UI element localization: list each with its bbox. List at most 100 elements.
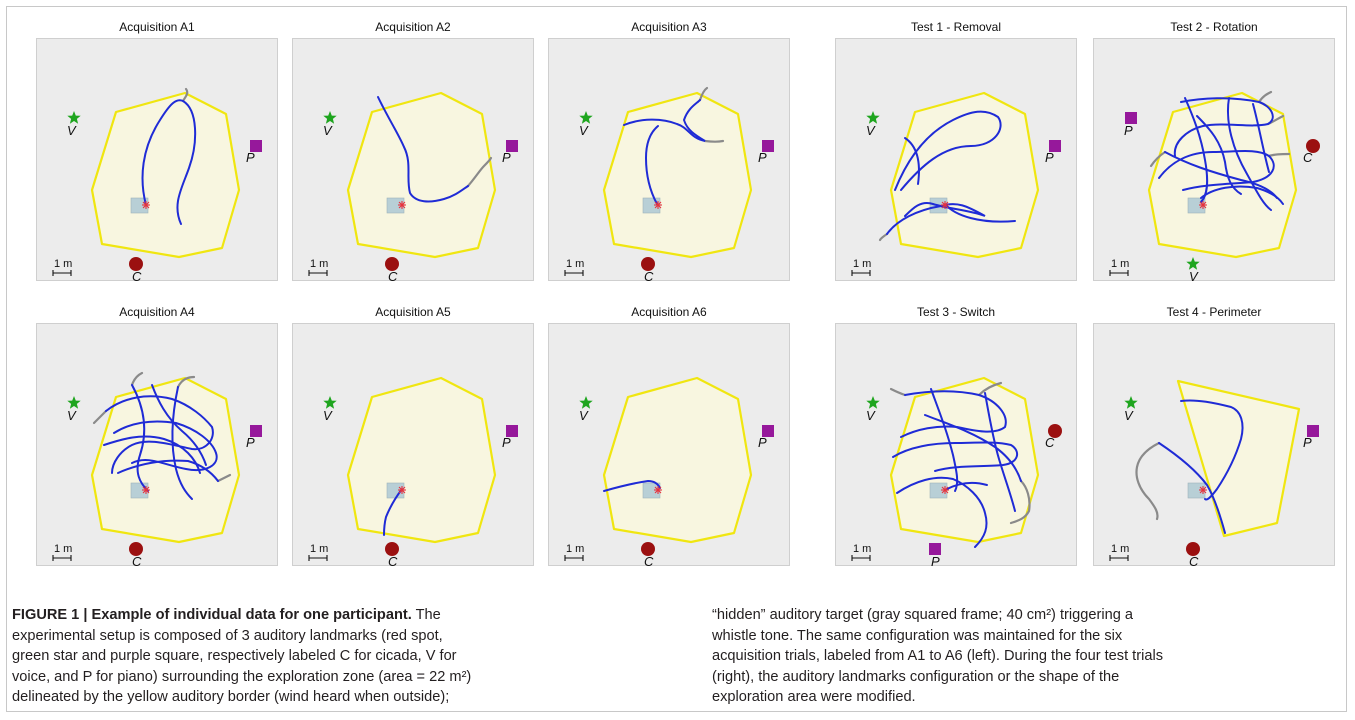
trajectory-panel: Acquisition A3 V P C 1 m xyxy=(548,20,790,282)
trajectory-plot: V C P 1 m xyxy=(835,323,1077,566)
outside-path xyxy=(1257,90,1273,104)
landmark-label: C xyxy=(388,554,398,566)
trajectory-panel: Test 1 - Removal V P 1 m xyxy=(835,20,1077,282)
outside-path xyxy=(181,87,189,103)
landmark-label: C xyxy=(644,554,654,566)
trajectory-path xyxy=(103,435,201,474)
trajectory-path xyxy=(944,203,1016,223)
caption-right-column: “hidden” auditory target (gray squared f… xyxy=(712,605,1352,708)
start-asterisk-icon xyxy=(142,486,150,494)
trajectory-plot: V P C 1 m xyxy=(36,38,278,281)
trajectory-path xyxy=(141,99,197,225)
landmark-label: P xyxy=(502,150,511,165)
scale-bar: 1 m xyxy=(308,258,328,276)
trajectory-plot: V P C 1 m xyxy=(548,323,790,566)
piano-landmark-square-icon xyxy=(1049,140,1061,152)
start-asterisk-icon xyxy=(1199,486,1207,494)
scale-label: 1 m xyxy=(853,543,871,555)
scale-bar: 1 m xyxy=(1109,258,1129,276)
panel-title: Acquisition A4 xyxy=(119,305,195,319)
scale-bar: 1 m xyxy=(1109,543,1129,561)
scale-bar: 1 m xyxy=(308,543,328,561)
trajectory-panel: Acquisition A1 V P C 1 m xyxy=(36,20,278,282)
trajectory-path xyxy=(603,479,661,492)
landmark-label: C xyxy=(388,269,398,281)
outside-path xyxy=(466,156,493,188)
panel-title: Acquisition A6 xyxy=(631,305,707,319)
piano-landmark-square-icon xyxy=(506,140,518,152)
caption-line: FIGURE 1 | Example of individual data fo… xyxy=(12,605,672,626)
scale-label: 1 m xyxy=(54,543,72,555)
trajectory-path xyxy=(151,384,207,466)
trajectory-plot: V P C 1 m xyxy=(292,323,534,566)
landmark-label: V xyxy=(579,123,589,138)
scale-bar: 1 m xyxy=(52,258,72,276)
outside-path xyxy=(977,381,1003,397)
panel-title: Acquisition A2 xyxy=(375,20,451,34)
scale-label: 1 m xyxy=(853,258,871,270)
trajectory-plot: V P C 1 m xyxy=(548,38,790,281)
scale-bar: 1 m xyxy=(851,258,871,276)
scale-label: 1 m xyxy=(54,258,72,270)
piano-landmark-square-icon xyxy=(250,140,262,152)
cicada-landmark-circle-icon xyxy=(129,542,143,556)
trajectory-plot: V P C 1 m xyxy=(36,323,278,566)
trajectory-path xyxy=(131,384,149,492)
start-asterisk-icon xyxy=(142,201,150,209)
outside-path xyxy=(176,375,196,389)
voice-landmark-star-icon xyxy=(1186,257,1200,270)
auditory-border xyxy=(90,376,241,544)
landmark-label: P xyxy=(246,435,255,450)
trajectory-path xyxy=(377,96,469,203)
trajectory-path xyxy=(1252,103,1270,173)
cicada-landmark-circle-icon xyxy=(1186,542,1200,556)
landmark-label: V xyxy=(1189,269,1199,281)
trajectory-path xyxy=(113,420,218,471)
outside-path xyxy=(1267,152,1291,158)
landmark-label: V xyxy=(323,408,333,423)
trajectory-path xyxy=(1200,185,1284,205)
landmark-label: V xyxy=(67,408,77,423)
cicada-landmark-circle-icon xyxy=(1048,424,1062,438)
caption-line: whistle tone. The same configuration was… xyxy=(712,627,1123,644)
trajectory-plot: P C V 1 m xyxy=(1093,38,1335,281)
piano-landmark-square-icon xyxy=(929,543,941,555)
landmark-label: V xyxy=(866,123,876,138)
auditory-border xyxy=(889,91,1040,259)
start-asterisk-icon xyxy=(398,201,406,209)
outside-path xyxy=(703,139,725,143)
landmark-label: C xyxy=(1303,150,1313,165)
scale-bar: 1 m xyxy=(52,543,72,561)
trajectory-path xyxy=(946,481,988,490)
trajectory-path xyxy=(1158,442,1226,534)
voice-landmark-star-icon xyxy=(579,111,593,124)
auditory-border xyxy=(346,376,497,544)
outside-path xyxy=(1009,479,1031,525)
trajectory-path xyxy=(171,386,193,500)
cicada-landmark-circle-icon xyxy=(385,542,399,556)
trajectory-panel: Test 2 - Rotation P C V 1 m xyxy=(1093,20,1335,282)
landmark-label: C xyxy=(1189,554,1199,566)
scale-label: 1 m xyxy=(1111,543,1129,555)
voice-landmark-star-icon xyxy=(323,396,337,409)
landmark-label: C xyxy=(132,554,142,566)
voice-landmark-star-icon xyxy=(1124,396,1138,409)
trajectory-path xyxy=(984,392,1016,512)
piano-landmark-square-icon xyxy=(250,425,262,437)
trajectory-path xyxy=(1196,115,1242,195)
scale-bar: 1 m xyxy=(564,258,584,276)
trajectory-plot: V P 1 m xyxy=(835,38,1077,281)
outside-path xyxy=(92,409,108,425)
piano-landmark-square-icon xyxy=(1307,425,1319,437)
scale-label: 1 m xyxy=(310,543,328,555)
trajectory-panel: Acquisition A5 V P C 1 m xyxy=(292,305,534,567)
caption-line: (right), the auditory landmarks configur… xyxy=(712,668,1120,685)
voice-landmark-star-icon xyxy=(67,111,81,124)
trajectory-path xyxy=(886,202,986,235)
outside-path xyxy=(216,473,232,483)
caption-text: The xyxy=(415,607,441,623)
panel-title: Test 3 - Switch xyxy=(916,305,996,319)
landmark-label: V xyxy=(67,123,77,138)
piano-landmark-square-icon xyxy=(506,425,518,437)
scale-label: 1 m xyxy=(566,543,584,555)
